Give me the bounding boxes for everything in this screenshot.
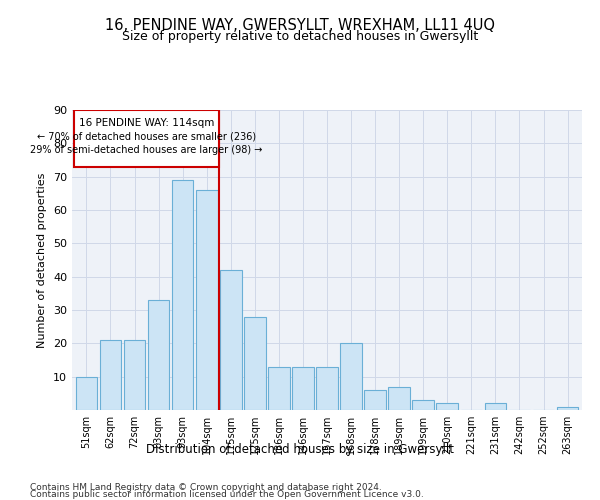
Bar	[196, 190, 218, 410]
Bar	[220, 270, 242, 410]
Text: 16, PENDINE WAY, GWERSYLLT, WREXHAM, LL11 4UQ: 16, PENDINE WAY, GWERSYLLT, WREXHAM, LL1…	[105, 18, 495, 32]
Text: 16 PENDINE WAY: 114sqm: 16 PENDINE WAY: 114sqm	[79, 118, 214, 128]
Bar	[316, 366, 338, 410]
Bar	[436, 404, 458, 410]
Text: Size of property relative to detached houses in Gwersyllt: Size of property relative to detached ho…	[122, 30, 478, 43]
Bar	[100, 340, 121, 410]
Bar	[76, 376, 97, 410]
Bar	[124, 340, 145, 410]
Bar	[485, 404, 506, 410]
Bar	[557, 406, 578, 410]
Bar	[412, 400, 434, 410]
Bar	[74, 110, 219, 166]
Bar	[340, 344, 362, 410]
Text: Contains public sector information licensed under the Open Government Licence v3: Contains public sector information licen…	[30, 490, 424, 499]
Text: 29% of semi-detached houses are larger (98) →: 29% of semi-detached houses are larger (…	[31, 145, 263, 155]
Bar	[244, 316, 266, 410]
Bar	[388, 386, 410, 410]
Y-axis label: Number of detached properties: Number of detached properties	[37, 172, 47, 348]
Bar	[292, 366, 314, 410]
Text: ← 70% of detached houses are smaller (236): ← 70% of detached houses are smaller (23…	[37, 132, 256, 141]
Text: Contains HM Land Registry data © Crown copyright and database right 2024.: Contains HM Land Registry data © Crown c…	[30, 484, 382, 492]
Bar	[364, 390, 386, 410]
Bar	[172, 180, 193, 410]
Text: Distribution of detached houses by size in Gwersyllt: Distribution of detached houses by size …	[146, 442, 454, 456]
Bar	[268, 366, 290, 410]
Bar	[148, 300, 169, 410]
